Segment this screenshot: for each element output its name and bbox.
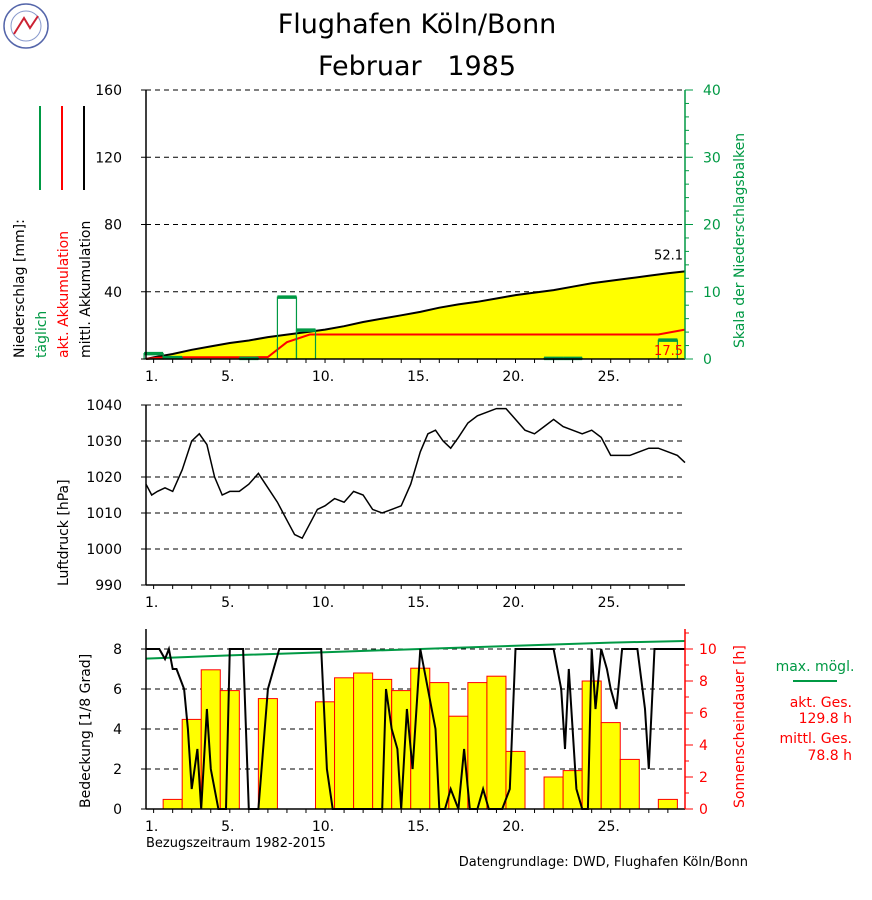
precip-xtick-label: 5. bbox=[221, 369, 234, 385]
pressure-grid bbox=[146, 404, 685, 550]
pressure-ylabel: Luftdruck [hPa] bbox=[56, 479, 72, 586]
cloud-xtick-label: 5. bbox=[221, 819, 234, 835]
sunshine-bar bbox=[486, 675, 507, 810]
sunshine-bar bbox=[162, 798, 183, 810]
pressure-xtick-label: 5. bbox=[221, 595, 234, 611]
legend-actual-total-label: akt. Ges. bbox=[790, 695, 852, 711]
pressure-xtick-label: 25. bbox=[598, 595, 620, 611]
cloud-sun-panel: 0 2 4 6 8 0 2 4 6 8 10 1. 5. 10. 15. 20. 25. Bedeckung [… bbox=[78, 629, 854, 835]
pressure-ytick-label: 1020 bbox=[86, 470, 122, 486]
logo-zigzag-icon bbox=[13, 15, 39, 35]
cloud-cover-line bbox=[146, 645, 685, 810]
precip-ytick-label: 80 bbox=[104, 218, 122, 234]
sunshine-bar bbox=[581, 680, 602, 810]
pressure-ytick-label: 1040 bbox=[86, 398, 122, 414]
precip-grid bbox=[146, 89, 685, 293]
sunshine-bar bbox=[200, 669, 221, 810]
pressure-xtick-label: 20. bbox=[502, 595, 524, 611]
sunshine-bar bbox=[353, 672, 374, 810]
precip-xtick-label: 10. bbox=[312, 369, 334, 385]
precip-panel: 40 80 120 160 0 10 20 30 40 1. 5. 10. 15. 20. 25. 52.1… bbox=[12, 83, 748, 385]
sunshine-bar bbox=[257, 698, 278, 810]
cloud-xtick-label: 15. bbox=[407, 819, 429, 835]
sunshine-y2-tick-label: 4 bbox=[699, 738, 708, 754]
precip-y2label: Skala der Niederschlagsbalken bbox=[732, 133, 748, 348]
sunshine-bar bbox=[543, 776, 564, 810]
precip-ytick-label: 40 bbox=[104, 285, 122, 301]
data-source: Datengrundlage: DWD, Flughafen Köln/Bonn bbox=[459, 855, 748, 870]
sunshine-y2-tick-label: 0 bbox=[699, 802, 708, 818]
sunshine-bars bbox=[162, 667, 678, 810]
precip-actual-total: 17.5 bbox=[654, 344, 683, 359]
precip-xtick-label: 25. bbox=[598, 369, 620, 385]
sunshine-bar bbox=[600, 722, 621, 810]
precip-mean-line bbox=[145, 270, 686, 360]
logo-inner-ring bbox=[10, 10, 42, 42]
precip-y2-tick-label: 20 bbox=[703, 218, 721, 234]
pressure-ytick-label: 1030 bbox=[86, 434, 122, 450]
pressure-ytick-label: 1000 bbox=[86, 542, 122, 558]
precip-ytick-label: 160 bbox=[95, 83, 122, 99]
pressure-line bbox=[145, 407, 686, 540]
logo bbox=[3, 3, 49, 49]
pressure-ytick-label: 990 bbox=[95, 578, 122, 594]
precip-axes: 40 80 120 160 0 10 20 30 40 1. 5. 10. 15. 20. 25. bbox=[95, 83, 721, 385]
cloud-xtick-label: 25. bbox=[598, 819, 620, 835]
sunshine-y2-tick-label: 10 bbox=[699, 642, 717, 658]
sunshine-bar bbox=[334, 677, 355, 810]
cloud-ytick-label: 2 bbox=[113, 762, 122, 778]
legend-daily: täglich bbox=[34, 311, 50, 358]
cloud-ytick-label: 0 bbox=[113, 802, 122, 818]
precip-mean-total: 52.1 bbox=[654, 248, 683, 263]
pressure-axes: 990 1000 1010 1020 1030 1040 1. 5. 10. 15. 20. 25. bbox=[86, 398, 685, 611]
cloud-xtick-label: 1. bbox=[145, 819, 158, 835]
sunshine-bar bbox=[219, 690, 240, 810]
cloud-ytick-label: 4 bbox=[113, 722, 122, 738]
precip-xtick-label: 20. bbox=[502, 369, 524, 385]
pressure-xtick-label: 15. bbox=[407, 595, 429, 611]
legend-actual-accum: akt. Akkumulation bbox=[56, 231, 72, 358]
precip-y2-tick-label: 0 bbox=[703, 352, 712, 368]
pressure-xtick-label: 10. bbox=[312, 595, 334, 611]
sunshine-bar bbox=[657, 798, 678, 810]
precip-y2-tick-label: 40 bbox=[703, 83, 721, 99]
sunshine-bar bbox=[619, 758, 640, 810]
cloud-ytick-label: 6 bbox=[113, 682, 122, 698]
precip-y2-tick-label: 30 bbox=[703, 150, 721, 166]
sunshine-bar bbox=[562, 770, 583, 810]
precip-ytick-label: 120 bbox=[95, 150, 122, 166]
cloud-xtick-label: 10. bbox=[312, 819, 334, 835]
reference-period: Bezugszeitraum 1982-2015 bbox=[146, 836, 326, 851]
sunshine-y2-tick-label: 8 bbox=[699, 674, 708, 690]
cloud-xtick-label: 20. bbox=[502, 819, 524, 835]
logo-ring bbox=[3, 3, 49, 49]
precip-mean-area bbox=[146, 271, 685, 359]
pressure-ytick-label: 1010 bbox=[86, 506, 122, 522]
sunshine-ylabel: Sonnenscheindauer [h] bbox=[732, 645, 748, 808]
page-subtitle: Februar 1985 bbox=[318, 51, 516, 82]
sunshine-y2-tick-label: 6 bbox=[699, 706, 708, 722]
pressure-xtick-label: 1. bbox=[145, 595, 158, 611]
cloud-axes: 0 2 4 6 8 0 2 4 6 8 10 1. 5. 10. 15. 20. 25. bbox=[113, 629, 717, 835]
cloud-ytick-label: 8 bbox=[113, 642, 122, 658]
page-title: Flughafen Köln/Bonn bbox=[278, 9, 557, 40]
sunshine-bar bbox=[505, 750, 526, 810]
precip-xtick-label: 1. bbox=[145, 369, 158, 385]
legend-mean-total-label: mittl. Ges. bbox=[779, 731, 852, 747]
legend-max-possible: max. mögl. bbox=[776, 659, 855, 675]
legend-mean-accum: mittl. Akkumulation bbox=[78, 221, 94, 358]
precip-ylabel: Niederschlag [mm]: bbox=[12, 219, 28, 358]
sunshine-y2-tick-label: 2 bbox=[699, 770, 708, 786]
legend-actual-total-value: 129.8 h bbox=[799, 711, 852, 727]
precip-xtick-label: 15. bbox=[407, 369, 429, 385]
cloud-ylabel: Bedeckung [1/8 Grad] bbox=[78, 654, 94, 808]
precip-y2-tick-label: 10 bbox=[703, 285, 721, 301]
legend-mean-total-value: 78.8 h bbox=[808, 748, 853, 764]
